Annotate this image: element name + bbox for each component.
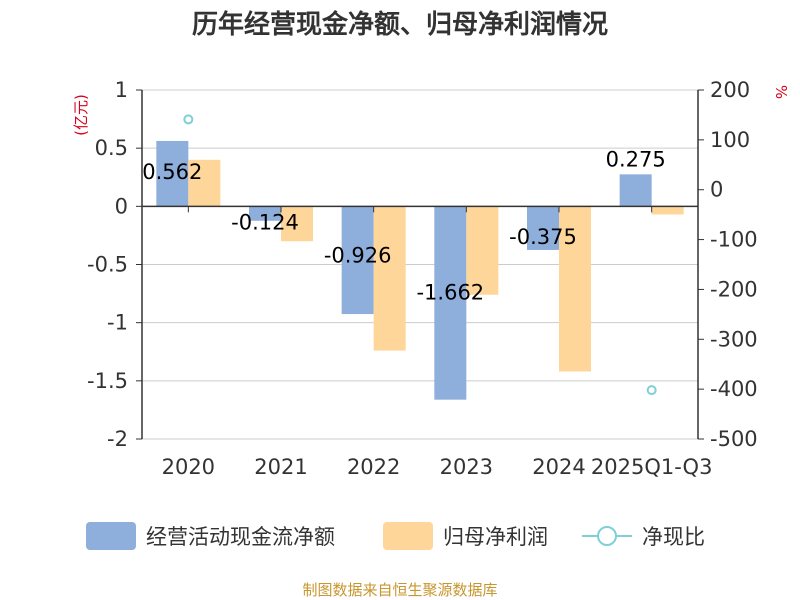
x-tick-label: 2021 <box>254 455 307 479</box>
left-tick-label: 0 <box>115 194 128 218</box>
right-tick-label: -100 <box>710 228 758 252</box>
legend-marker-ratio <box>597 526 617 546</box>
data-label-cashflow: -0.926 <box>324 243 392 267</box>
bar-net-profit <box>281 206 313 242</box>
bar-cashflow <box>249 206 281 221</box>
right-axis-unit: % <box>772 85 790 99</box>
point-ratio <box>183 114 194 125</box>
scatter-points <box>183 114 657 396</box>
left-tick-label: -2 <box>107 427 128 451</box>
data-label-cashflow: -0.375 <box>509 225 577 249</box>
x-tick-label: 2020 <box>162 455 215 479</box>
right-tick-label: -300 <box>710 327 758 351</box>
left-tick-label: -0.5 <box>87 253 128 277</box>
right-tick-label: 200 <box>710 78 750 102</box>
right-tick-label: 0 <box>710 178 723 202</box>
right-tick-label: 100 <box>710 128 750 152</box>
gridlines <box>142 89 698 440</box>
bars <box>156 140 684 400</box>
bar-net-profit <box>373 206 406 351</box>
right-tick-label: -400 <box>710 377 758 401</box>
x-tick-label: 2023 <box>440 455 493 479</box>
source-text: 制图数据来自恒生聚源数据库 <box>302 581 497 599</box>
data-label-cashflow: 0.275 <box>606 147 666 171</box>
bar-net-profit <box>559 206 591 372</box>
x-tick-label: 2025Q1-Q3 <box>591 455 713 479</box>
bar-net-profit <box>466 206 499 295</box>
left-axis-unit: (亿元) <box>72 94 90 136</box>
x-tick-label: 2022 <box>347 455 400 479</box>
data-label-cashflow: 0.562 <box>142 160 202 184</box>
legend-label-net-profit: 归母净利润 <box>443 525 548 549</box>
bar-net-profit <box>651 206 684 215</box>
left-tick-label: -1.5 <box>87 369 128 393</box>
legend-swatch-net-profit <box>383 522 433 550</box>
bar-cashflow <box>619 174 652 207</box>
bar-cashflow <box>341 206 374 315</box>
data-label-cashflow: -1.662 <box>416 280 484 304</box>
bar-cashflow <box>156 140 189 207</box>
data-labels: 0.562 -0.124 -0.926 -1.662 -0.375 0.275 <box>142 147 665 304</box>
point-ratio <box>646 385 657 396</box>
x-tick-label: 2024 <box>532 455 585 479</box>
right-tick-label: -500 <box>710 427 758 451</box>
axes: 1 0.5 0 -0.5 -1 -1.5 -2 200 100 0 -100 -200 -300 -400… <box>87 78 758 479</box>
left-tick-label: 1 <box>115 78 128 102</box>
data-label-cashflow: -0.124 <box>231 211 299 235</box>
bar-cashflow <box>434 206 467 400</box>
legend: 经营活动现金流净额 归母净利润 净现比 <box>86 522 705 550</box>
bar-cashflow <box>527 206 559 250</box>
chart-title: 历年经营现金净额、归母净利润情况 <box>192 9 608 40</box>
bar-net-profit <box>188 159 221 207</box>
legend-label-cashflow: 经营活动现金流净额 <box>146 525 335 549</box>
right-tick-label: -200 <box>710 277 758 301</box>
left-tick-label: -1 <box>107 311 128 335</box>
legend-label-ratio: 净现比 <box>642 525 705 549</box>
left-tick-label: 0.5 <box>95 136 128 160</box>
legend-swatch-cashflow <box>86 522 136 550</box>
